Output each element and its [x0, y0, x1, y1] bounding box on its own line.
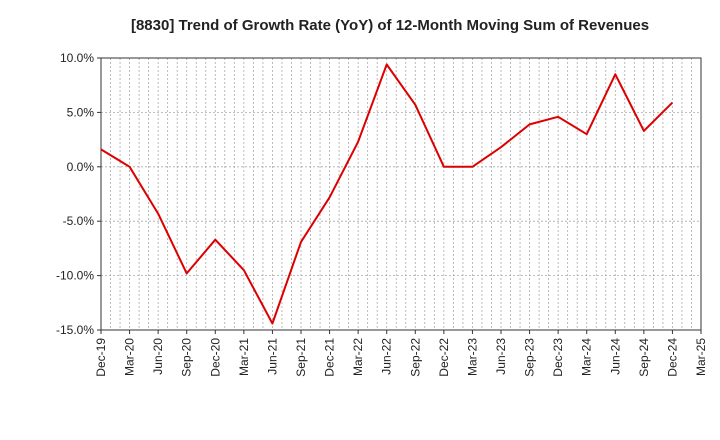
x-tick-label: Jun-22: [380, 338, 394, 375]
x-tick-label: Jun-20: [151, 338, 165, 375]
x-tick-label: Sep-24: [637, 338, 651, 377]
plot-area: [100, 57, 702, 331]
x-tick-label: Jun-21: [265, 338, 279, 375]
x-tick-label: Mar-20: [123, 338, 137, 376]
y-tick-label: -5.0%: [63, 214, 95, 228]
x-tick-label: Mar-23: [465, 338, 479, 376]
x-tick-label: Dec-24: [665, 338, 679, 377]
x-tick-label: Sep-20: [180, 338, 194, 377]
series-layer: [100, 63, 674, 325]
x-axis: Dec-19 Mar-20 Jun-20 Sep-20 Dec-20 Mar-21 Jun-…: [94, 330, 708, 377]
y-tick-label: 5.0%: [67, 105, 95, 119]
x-tick-label: Jun-23: [494, 338, 508, 375]
series-line: [100, 63, 674, 325]
y-tick-label: -15.0%: [56, 323, 94, 337]
chart-title: [8830] Trend of Growth Rate (YoY) of 12-…: [131, 17, 649, 34]
grid: [101, 58, 701, 330]
x-tick-label: Mar-25: [694, 338, 708, 376]
x-tick-label: Dec-19: [94, 338, 108, 377]
x-tick-label: Dec-22: [437, 338, 451, 377]
x-tick-label: Dec-20: [208, 338, 222, 377]
y-axis: 10.0% 5.0% 0.0% -5.0% -10.0% -15.0%: [56, 51, 101, 337]
x-tick-label: Jun-24: [608, 338, 622, 375]
x-tick-label: Sep-22: [408, 338, 422, 377]
y-tick-label: 10.0%: [60, 51, 94, 65]
x-tick-label: Mar-22: [351, 338, 365, 376]
y-tick-label: -10.0%: [56, 269, 94, 283]
x-tick-label: Mar-21: [237, 338, 251, 376]
x-tick-label: Sep-21: [294, 338, 308, 377]
x-tick-label: Dec-23: [551, 338, 565, 377]
y-tick-label: 0.0%: [67, 160, 95, 174]
x-tick-label: Mar-24: [580, 338, 594, 376]
x-tick-label: Sep-23: [523, 338, 537, 377]
x-tick-label: Dec-21: [323, 338, 337, 377]
